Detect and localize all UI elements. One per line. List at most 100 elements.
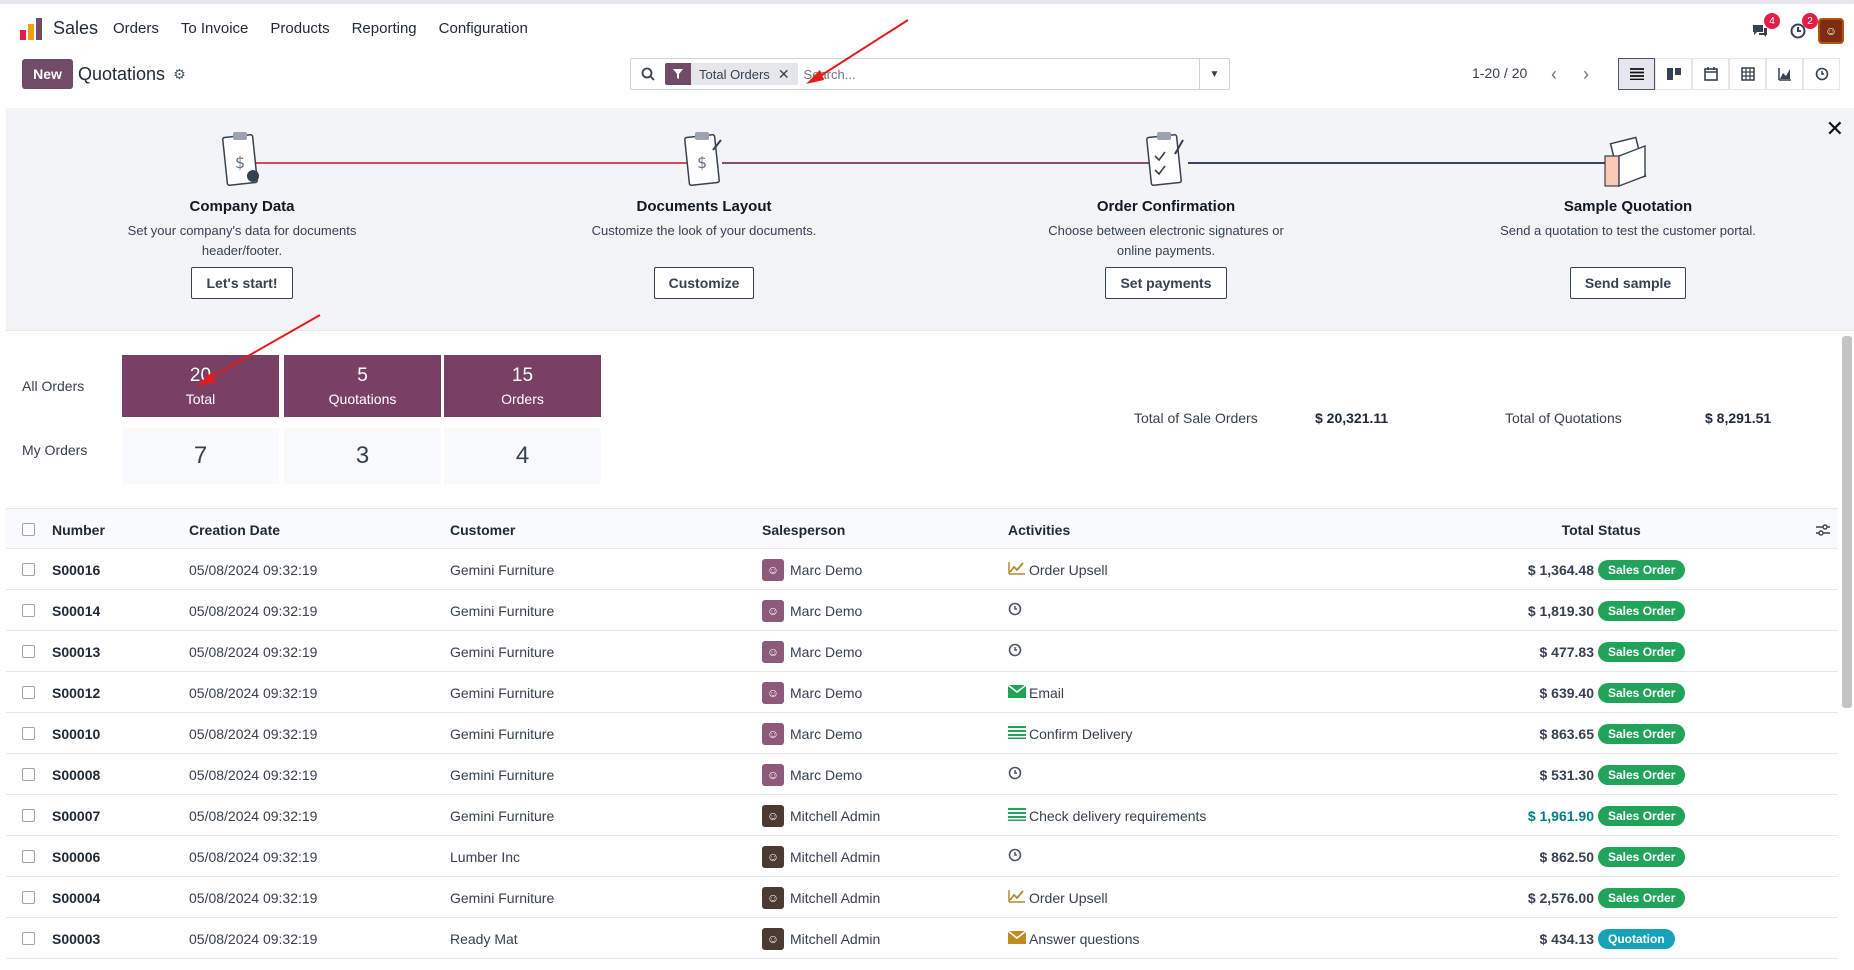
tile-total[interactable]: 20 Total xyxy=(122,355,279,417)
menu-orders[interactable]: Orders xyxy=(113,20,159,37)
col-activities[interactable]: Activities xyxy=(1008,521,1071,538)
activity[interactable] xyxy=(1008,754,1025,795)
row-checkbox[interactable] xyxy=(22,645,35,658)
table-row[interactable]: S00012 05/08/2024 09:32:19 Gemini Furnitur… xyxy=(6,672,1838,713)
tile-my-total[interactable]: 7 xyxy=(122,428,279,484)
clock-icon[interactable] xyxy=(1008,602,1022,619)
remove-facet-icon[interactable]: ✕ xyxy=(777,65,790,82)
activity-view-icon[interactable] xyxy=(1803,58,1840,90)
col-customer[interactable]: Customer xyxy=(450,521,516,538)
table-row[interactable]: S00003 05/08/2024 09:32:19 Ready Mat ☺ Mitch… xyxy=(6,918,1838,959)
activity[interactable]: Check delivery requirements xyxy=(1008,795,1206,836)
customize-button[interactable]: Customize xyxy=(653,267,755,299)
clock-icon[interactable] xyxy=(1008,766,1022,783)
pager-value[interactable]: 1-20 / 20 xyxy=(1472,65,1528,81)
activity[interactable]: Order Upsell xyxy=(1008,877,1108,918)
row-checkbox[interactable] xyxy=(22,809,35,822)
upsell-icon[interactable] xyxy=(1008,561,1026,578)
table-row[interactable]: S00007 05/08/2024 09:32:19 Gemini Furnitur… xyxy=(6,795,1838,836)
tile-my-quotations[interactable]: 3 xyxy=(284,428,441,484)
gear-icon[interactable]: ⚙ xyxy=(173,66,186,82)
activity[interactable]: Order Upsell xyxy=(1008,549,1108,590)
close-onboarding-icon[interactable]: ✕ xyxy=(1825,116,1844,141)
row-checkbox[interactable] xyxy=(22,891,35,904)
menu-products[interactable]: Products xyxy=(270,20,330,37)
col-number[interactable]: Number xyxy=(52,521,105,538)
graph-view-icon[interactable] xyxy=(1766,58,1803,90)
lets-start-button[interactable]: Let's start! xyxy=(191,267,293,299)
calendar-view-icon[interactable] xyxy=(1692,58,1729,90)
pivot-view-icon[interactable] xyxy=(1729,58,1766,90)
status: Sales Order xyxy=(1598,590,1686,631)
kanban-view-icon[interactable] xyxy=(1655,58,1692,90)
email-icon[interactable] xyxy=(1007,929,1027,947)
customer-name: Gemini Furniture xyxy=(450,561,555,578)
pager-next-icon[interactable]: › xyxy=(1583,63,1589,84)
clock-icon[interactable] xyxy=(1008,643,1022,660)
tile-value: 20 xyxy=(189,365,212,386)
user-avatar[interactable]: ☺ xyxy=(1818,18,1844,44)
activities-clock-icon[interactable]: 2 xyxy=(1784,13,1818,45)
todo-icon[interactable] xyxy=(1008,725,1026,742)
activity[interactable]: Answer questions xyxy=(1007,918,1140,959)
row-checkbox[interactable] xyxy=(22,850,35,863)
messages-icon[interactable]: 4 xyxy=(1746,13,1780,45)
status: Sales Order xyxy=(1598,836,1686,877)
status-badge: Sales Order xyxy=(1598,641,1686,662)
row-checkbox[interactable] xyxy=(22,563,35,576)
creation-date: 05/08/2024 09:32:19 xyxy=(189,807,318,824)
table-row[interactable]: S00010 05/08/2024 09:32:19 Gemini Furnitur… xyxy=(6,713,1838,754)
send-sample-button[interactable]: Send sample xyxy=(1569,267,1687,299)
customer-name: Gemini Furniture xyxy=(450,643,555,660)
pager-previous-icon[interactable]: ‹ xyxy=(1551,63,1557,84)
search-options-toggle[interactable]: ▼ xyxy=(1199,59,1229,89)
col-salesperson[interactable]: Salesperson xyxy=(762,521,846,538)
menu-reporting[interactable]: Reporting xyxy=(351,20,417,37)
tile-quotations[interactable]: 5 Quotations xyxy=(284,355,441,417)
app-name[interactable]: Sales xyxy=(53,18,99,38)
table-row[interactable]: S00008 05/08/2024 09:32:19 Gemini Furnitur… xyxy=(6,754,1838,795)
salesperson: ☺ Marc Demo xyxy=(762,549,862,590)
row-checkbox[interactable] xyxy=(22,686,35,699)
row-checkbox[interactable] xyxy=(22,727,35,740)
row-checkbox[interactable] xyxy=(22,604,35,617)
menu-to-invoice[interactable]: To Invoice xyxy=(180,20,249,37)
col-status[interactable]: Status xyxy=(1598,521,1641,538)
select-all-checkbox[interactable] xyxy=(22,523,35,536)
upsell-icon[interactable] xyxy=(1008,889,1026,906)
tile-orders[interactable]: 15 Orders xyxy=(444,355,601,417)
tile-my-orders[interactable]: 4 xyxy=(444,428,601,484)
table-row[interactable]: S00014 05/08/2024 09:32:19 Gemini Furnitur… xyxy=(6,590,1838,631)
col-total[interactable]: Total xyxy=(1561,521,1594,538)
col-creation-date[interactable]: Creation Date xyxy=(189,521,281,538)
row-checkbox[interactable] xyxy=(22,932,35,945)
salesperson-avatar: ☺ xyxy=(762,845,784,868)
table-row[interactable]: S00006 05/08/2024 09:32:19 Lumber Inc ☺ Mitc… xyxy=(6,836,1838,877)
todo-icon[interactable] xyxy=(1008,807,1026,824)
email-icon[interactable] xyxy=(1007,683,1027,701)
search-input[interactable] xyxy=(803,66,1199,82)
activity[interactable] xyxy=(1008,631,1025,672)
new-button[interactable]: New xyxy=(22,59,73,89)
table-row[interactable]: S00013 05/08/2024 09:32:19 Gemini Furnitur… xyxy=(6,631,1838,672)
clock-icon[interactable] xyxy=(1008,848,1022,865)
sales-app-icon[interactable] xyxy=(20,18,44,40)
set-payments-button[interactable]: Set payments xyxy=(1105,267,1227,299)
table-row[interactable]: S00016 05/08/2024 09:32:19 Gemini Furnitur… xyxy=(6,549,1838,590)
creation-date: 05/08/2024 09:32:19 xyxy=(189,766,318,783)
row-checkbox[interactable] xyxy=(22,768,35,781)
activity[interactable] xyxy=(1008,836,1025,877)
scrollbar[interactable] xyxy=(1842,336,1852,708)
status-badge: Sales Order xyxy=(1598,682,1686,703)
menu-configuration[interactable]: Configuration xyxy=(438,20,528,37)
step-description: Set your company's data for documents he… xyxy=(127,223,357,258)
list-view-icon[interactable] xyxy=(1618,58,1655,90)
activity[interactable] xyxy=(1008,590,1025,631)
activity[interactable]: Email xyxy=(1007,672,1064,713)
optional-columns-icon[interactable] xyxy=(1816,509,1830,550)
filter-facet: Total Orders ✕ xyxy=(665,63,798,85)
order-total: $ 1,819.30 xyxy=(1527,602,1594,619)
table-row[interactable]: S00004 05/08/2024 09:32:19 Gemini Furnitur… xyxy=(6,877,1838,918)
customer-name: Gemini Furniture xyxy=(450,807,555,824)
activity[interactable]: Confirm Delivery xyxy=(1008,713,1132,754)
